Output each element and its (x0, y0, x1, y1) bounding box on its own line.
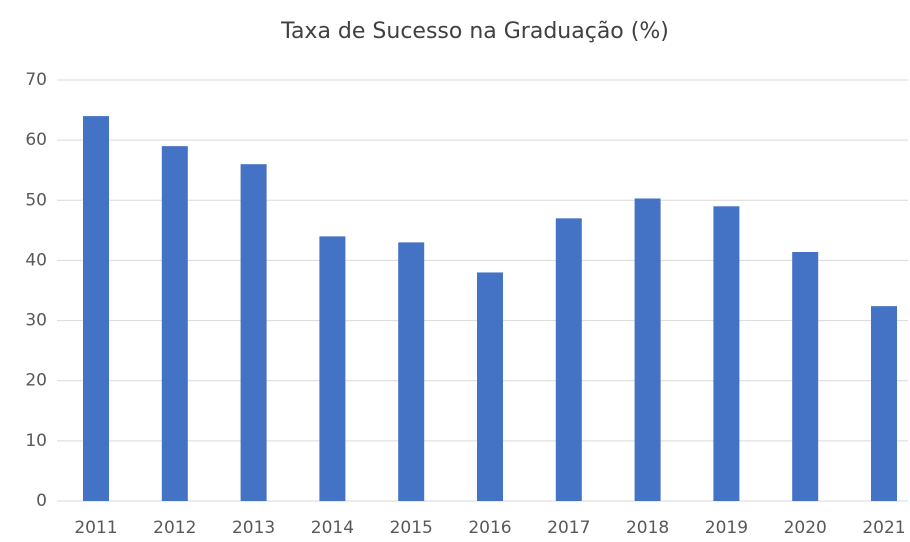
chart-title: Taxa de Sucesso na Graduação (%) (280, 19, 669, 44)
bar (161, 146, 188, 501)
x-tick-label: 2020 (784, 518, 827, 538)
y-tick-label: 70 (25, 70, 47, 90)
y-tick-label: 50 (25, 190, 47, 210)
x-tick-label: 2018 (626, 518, 669, 538)
bar (83, 116, 109, 501)
x-tick-label: 2012 (153, 518, 196, 538)
y-tick-label: 30 (25, 311, 47, 331)
x-tick-label: 2011 (74, 518, 117, 538)
x-tick-label: 2021 (862, 518, 905, 538)
bar (555, 218, 582, 502)
x-tick-label: 2016 (468, 518, 511, 538)
bar (319, 236, 346, 501)
bar (792, 252, 819, 501)
y-tick-label: 0 (36, 491, 47, 511)
bar (713, 206, 740, 502)
y-tick-label: 40 (25, 250, 47, 270)
x-tick-label: 2017 (547, 518, 590, 538)
bar (477, 272, 503, 501)
bar (240, 164, 267, 501)
bar (634, 198, 661, 501)
x-tick-label: 2015 (390, 518, 433, 538)
x-tick-label: 2013 (232, 518, 275, 538)
y-tick-label: 60 (25, 130, 47, 150)
x-tick-label: 2019 (705, 518, 748, 538)
y-tick-label: 20 (25, 371, 47, 391)
x-tick-label: 2014 (311, 518, 354, 538)
y-tick-label: 10 (25, 431, 47, 451)
bar (871, 306, 897, 501)
bar (398, 242, 425, 501)
